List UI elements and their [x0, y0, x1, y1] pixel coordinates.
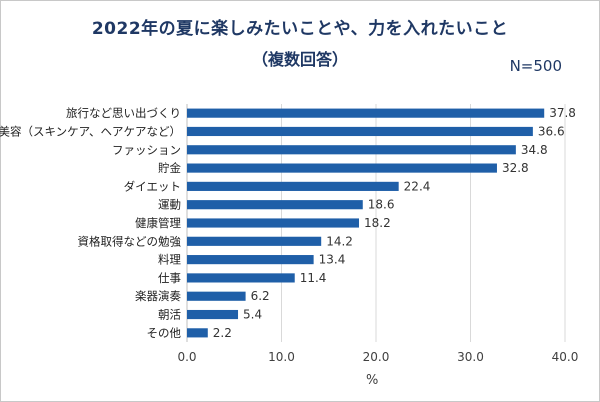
bar — [187, 255, 314, 265]
category-label: その他 — [147, 326, 182, 340]
bar — [187, 291, 246, 301]
bar — [187, 163, 497, 173]
x-tick-label: 40.0 — [552, 350, 579, 364]
category-label: ダイエット — [124, 179, 181, 193]
bar — [187, 108, 545, 118]
value-label: 11.4 — [300, 271, 327, 285]
value-label: 34.8 — [521, 143, 548, 157]
value-label: 32.8 — [502, 161, 529, 175]
category-label: 旅行など思い出づくり — [66, 106, 181, 120]
category-label: 貯金 — [158, 161, 181, 175]
category-label: 運動 — [158, 198, 181, 212]
x-axis-label: % — [366, 373, 379, 388]
category-label: 仕事 — [158, 271, 181, 285]
sample-size-label: N=500 — [509, 57, 562, 75]
category-label: 資格取得などの勉強 — [78, 234, 182, 248]
x-tick-label: 10.0 — [268, 350, 295, 364]
chart-subtitle: （複数回答） — [251, 50, 348, 69]
category-label: 美容（スキンケア、ヘアケアなど） — [0, 124, 181, 138]
value-label: 6.2 — [251, 289, 270, 303]
value-label: 18.6 — [368, 198, 395, 212]
value-label: 2.2 — [213, 326, 232, 340]
value-label: 14.2 — [326, 234, 353, 248]
bar — [187, 200, 363, 210]
value-label: 36.6 — [538, 124, 565, 138]
chart-title: 2022年の夏に楽しみたいことや、力を入れたいこと — [91, 19, 509, 39]
x-tick-label: 30.0 — [457, 350, 484, 364]
category-label: 健康管理 — [135, 216, 181, 230]
value-label: 37.8 — [549, 106, 576, 120]
x-tick-label: 0.0 — [177, 350, 196, 364]
value-label: 13.4 — [319, 253, 346, 267]
x-tick-label: 20.0 — [363, 350, 390, 364]
value-labels: 37.8 36.6 34.8 32.8 22.4 18.6 18.2 14.2 13.4 11.4… — [213, 106, 576, 340]
bar — [187, 218, 359, 228]
value-label: 5.4 — [243, 308, 262, 322]
category-label: 楽器演奏 — [135, 289, 181, 303]
value-label: 22.4 — [404, 179, 431, 193]
category-label: 料理 — [158, 253, 181, 267]
bar — [187, 309, 239, 320]
bar — [187, 328, 208, 338]
bar — [187, 273, 295, 283]
category-label: 朝活 — [158, 308, 181, 322]
bars — [187, 108, 545, 338]
bar — [187, 126, 533, 137]
bar — [187, 236, 322, 246]
bar — [187, 181, 399, 191]
bar — [187, 145, 516, 155]
value-label: 18.2 — [364, 216, 391, 230]
category-label: ファッション — [112, 143, 181, 157]
x-tick-labels: 0.0 10.0 20.0 30.0 40.0 — [177, 350, 578, 364]
